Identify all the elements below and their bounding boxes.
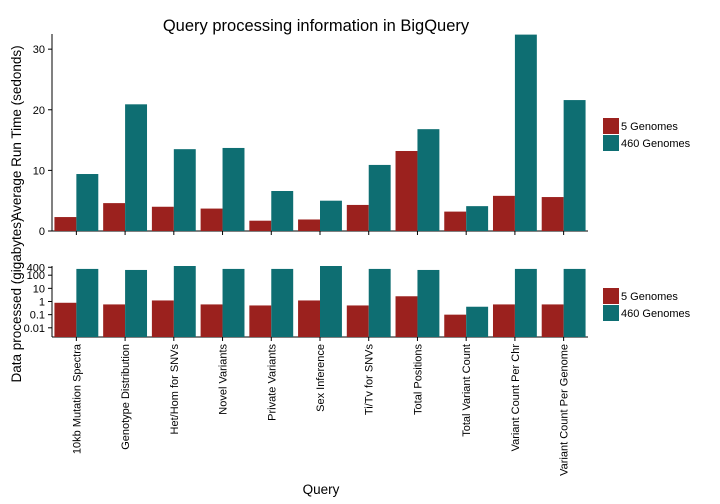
y-tick-label: 1 [39,297,45,309]
bar-five-genomes [103,203,126,231]
y-tick-label: 400 [27,262,45,274]
bar-four-sixty-genomes [222,268,245,337]
x-axis-label: Query [303,482,340,497]
top-panel-ylabel: Average Run Time (sedonds) [9,45,24,220]
legend-swatch [603,135,619,151]
bar-five-genomes [200,208,223,231]
bar-five-genomes [200,304,223,337]
bar-five-genomes [541,304,564,337]
run-time-panel: 0 10 20 30 [33,34,588,238]
bar-four-sixty-genomes [222,147,245,231]
y-tick-label: 100 [27,270,45,282]
bar-four-sixty-genomes [125,104,148,231]
bar-five-genomes [492,195,515,231]
chart-title: Query processing information in BigQuery [163,17,470,35]
x-tick-label: Variant Count Per Chr [510,344,522,452]
bar-four-sixty-genomes [466,206,489,231]
legend-swatch [603,305,619,321]
bar-five-genomes [346,305,369,337]
bar-four-sixty-genomes [271,268,294,337]
bar-five-genomes [298,300,320,337]
bar-four-sixty-genomes [76,174,99,231]
bar-four-sixty-genomes [320,200,342,231]
bar-five-genomes [346,204,369,231]
bar-five-genomes [103,304,126,337]
bar-four-sixty-genomes [173,266,196,337]
bar-four-sixty-genomes [76,268,99,337]
bar-five-genomes [395,150,418,231]
bottom-panel-ylabel: Data processed (gigabytes) [9,217,24,382]
legend-swatch [603,288,619,304]
x-tick-label: Novel Variants [218,344,230,415]
bar-five-genomes [249,305,272,337]
bar-five-genomes [54,302,77,337]
bar-four-sixty-genomes [563,268,586,337]
bar-four-sixty-genomes [563,100,586,231]
y-tick-label: 0 [39,226,45,238]
x-tick-label: Sex Inference [315,344,327,412]
bar-four-sixty-genomes [125,269,148,337]
x-tick-label: Total Variant Count [461,344,473,437]
data-processed-legend: 5 Genomes 460 Genomes [603,288,691,321]
bar-four-sixty-genomes [417,269,440,337]
bar-five-genomes [54,217,77,231]
x-tick-label: Total Positions [412,344,424,415]
bar-five-genomes [151,300,174,337]
x-tick-label: Variant Count Per Genome [559,344,571,476]
bar-five-genomes [444,314,467,337]
bar-four-sixty-genomes [368,164,391,231]
legend-label: 5 Genomes [621,121,678,133]
bar-four-sixty-genomes [417,129,440,231]
x-tick-label: 10kb Mutation Spectra [71,343,83,454]
bar-five-genomes [249,220,272,231]
bar-five-genomes [541,197,564,231]
y-tick-label: 0.01 [24,323,45,335]
y-tick-label: 30 [33,44,45,56]
bar-four-sixty-genomes [320,266,342,337]
legend-label: 460 Genomes [621,138,691,150]
x-tick-label: Ti/Tv for SNVs [364,344,376,416]
bar-four-sixty-genomes [514,268,537,337]
y-tick-label: 10 [33,165,45,177]
bar-four-sixty-genomes [466,306,489,337]
legend-label: 5 Genomes [621,291,678,303]
x-tick-label: Private Variants [266,344,278,421]
bar-four-sixty-genomes [514,34,537,231]
bar-five-genomes [151,206,174,231]
y-tick-label: 10 [33,283,45,295]
bar-five-genomes [298,219,320,231]
bar-four-sixty-genomes [271,190,294,231]
legend-swatch [603,118,619,134]
bar-four-sixty-genomes [368,268,391,337]
x-tick-label: Genotype Distribution [120,344,132,450]
bar-five-genomes [492,304,515,337]
run-time-legend: 5 Genomes 460 Genomes [603,118,691,151]
y-tick-label: 0.1 [30,310,45,322]
x-tick-label: Het/Hom for SNVs [169,344,181,435]
bar-five-genomes [444,211,467,231]
legend-label: 460 Genomes [621,308,691,320]
bar-four-sixty-genomes [173,149,196,231]
bar-five-genomes [395,296,418,337]
y-tick-label: 20 [33,105,45,117]
